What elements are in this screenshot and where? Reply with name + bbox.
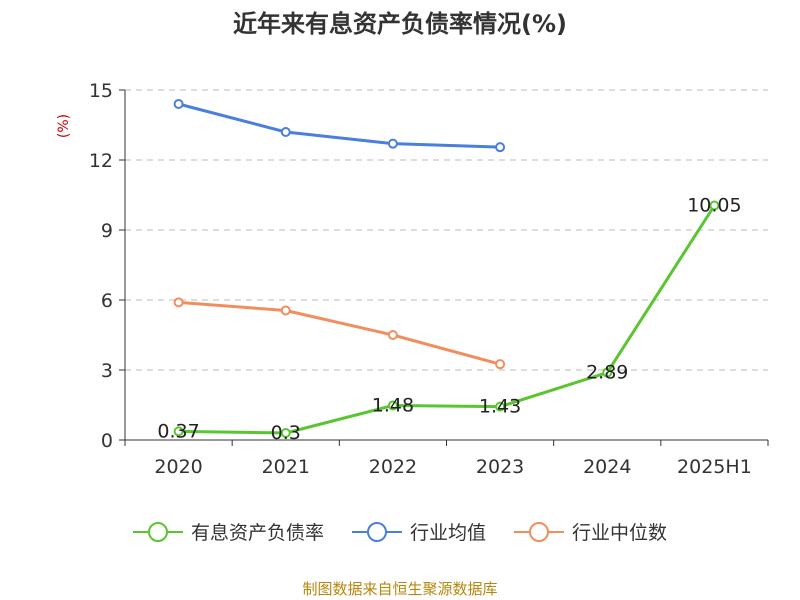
- data-point: [602, 367, 613, 378]
- legend-label: 行业均值: [409, 522, 486, 544]
- data-point: [280, 428, 291, 438]
- data-point: [709, 200, 720, 211]
- y-tick-label: 9: [101, 220, 113, 242]
- data-label: 1.43: [479, 396, 521, 418]
- data-label: 0.37: [157, 420, 199, 442]
- legend-marker-icon: [514, 521, 564, 542]
- y-unit-label: (%): [56, 114, 72, 138]
- legend-item-series-2[interactable]: 行业中位数: [514, 518, 667, 545]
- data-label: 10.05: [687, 195, 741, 217]
- data-point: [173, 297, 184, 308]
- data-point: [280, 127, 291, 137]
- x-tick-label: 2020: [154, 456, 202, 478]
- data-point: [495, 401, 506, 412]
- data-point: [387, 138, 398, 149]
- series-line-0: [178, 204, 716, 435]
- data-point: [173, 99, 184, 109]
- y-tick-label: 15: [89, 80, 113, 102]
- legend-item-series-1[interactable]: 行业均值: [351, 518, 486, 545]
- data-point: [495, 359, 506, 370]
- y-tick-label: 3: [101, 360, 113, 382]
- series-line-1: [178, 102, 501, 149]
- data-point: [387, 330, 398, 340]
- x-tick-label: 2022: [369, 456, 417, 478]
- data-point: [280, 305, 291, 316]
- y-tick-label: 6: [101, 290, 113, 312]
- y-tick-label: 12: [89, 150, 113, 172]
- legend: 有息资产负债率 行业均值 行业中位数: [0, 518, 800, 545]
- x-tick-label: 2025H1: [677, 456, 752, 478]
- data-point: [387, 400, 398, 411]
- legend-item-series-0[interactable]: 有息资产负债率: [132, 518, 324, 545]
- data-point: [495, 142, 506, 153]
- source-note: 制图数据来自恒生聚源数据库: [302, 580, 498, 598]
- legend-marker-icon: [351, 521, 402, 542]
- data-label: 0.3: [271, 422, 301, 444]
- x-tick-label: 2024: [583, 456, 631, 478]
- x-tick-label: 2023: [476, 456, 524, 478]
- x-tick-label: 2021: [262, 456, 310, 478]
- data-label: 2.89: [586, 362, 628, 384]
- y-tick-label: 0: [101, 430, 113, 452]
- legend-label: 有息资产负债率: [190, 522, 324, 544]
- data-point: [173, 426, 184, 437]
- series-line-2: [178, 300, 501, 366]
- chart-title: 近年来有息资产负债率情况(%): [233, 10, 567, 38]
- legend-marker-icon: [132, 521, 183, 542]
- data-label: 1.48: [372, 394, 414, 416]
- legend-label: 行业中位数: [572, 522, 668, 544]
